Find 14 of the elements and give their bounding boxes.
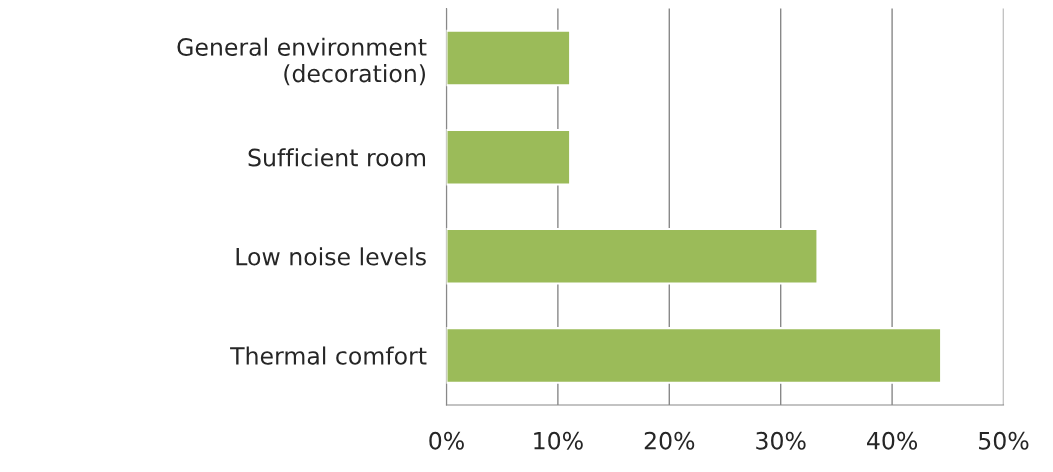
y-tick-label: Low noise levels	[236, 247, 426, 266]
bar	[446, 29, 572, 87]
x-tick-label: 30%	[756, 431, 806, 450]
x-tick-label: 10%	[534, 431, 583, 450]
x-tick-label: 50%	[979, 431, 1029, 450]
bar	[446, 228, 819, 285]
x-tick-label: 20%	[644, 431, 695, 450]
bar	[446, 128, 572, 186]
y-tick-label: Sufficient room	[248, 148, 426, 167]
x-tick-label: 0%	[429, 431, 464, 450]
y-tick-label: General environment (decoration)	[177, 37, 427, 86]
x-tick-label: 40%	[867, 431, 918, 450]
y-tick-label: Thermal comfort	[230, 346, 427, 365]
bar	[446, 327, 943, 384]
